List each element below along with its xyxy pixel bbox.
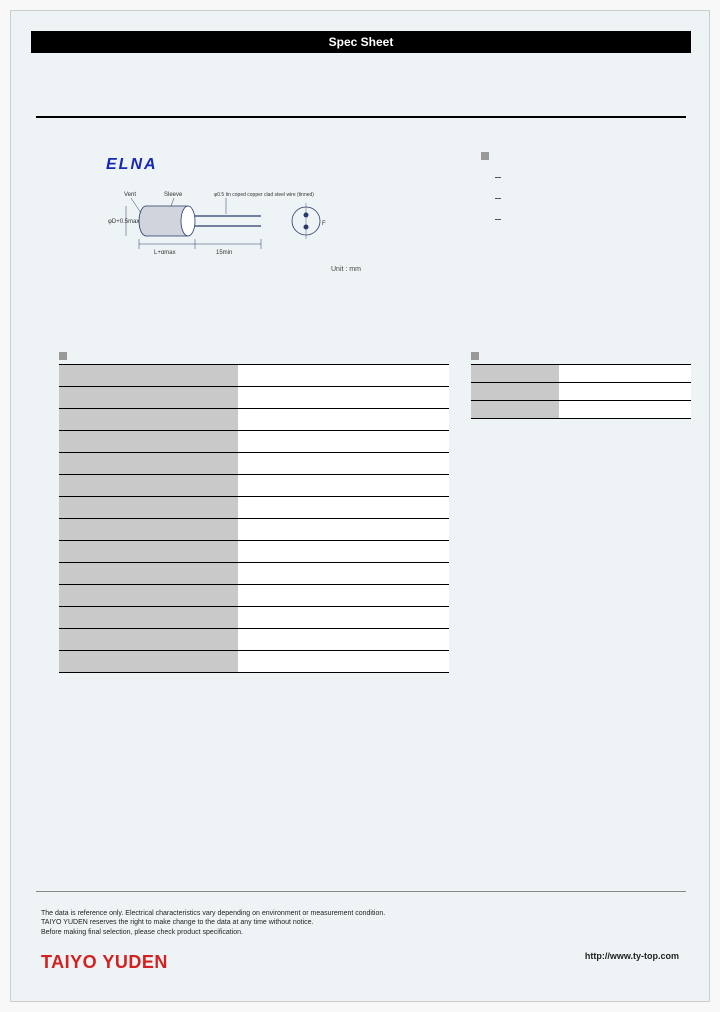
table-row <box>59 651 449 673</box>
dash-icon <box>495 198 501 199</box>
company-logo: TAIYO YUDEN <box>41 952 168 973</box>
square-bullet-icon <box>471 352 479 360</box>
disclaimer: The data is reference only. Electrical c… <box>41 909 681 937</box>
table-row <box>59 497 449 519</box>
dimensions-section <box>471 351 691 419</box>
table-row <box>471 383 691 401</box>
dim-header <box>471 351 691 360</box>
table-row <box>59 365 449 387</box>
page-title: Spec Sheet <box>329 35 394 49</box>
features-block <box>481 151 681 223</box>
brand-logo: ELNA <box>106 156 158 174</box>
table-row <box>59 629 449 651</box>
table-row <box>59 431 449 453</box>
square-bullet-icon <box>59 352 67 360</box>
component-diagram: Vent Sleeve φ0.5 tin coped copper clad s… <box>86 181 366 276</box>
rule-bottom <box>36 891 686 892</box>
table-row <box>59 585 449 607</box>
disclaimer-line: The data is reference only. Electrical c… <box>41 909 681 918</box>
table-row <box>59 453 449 475</box>
disclaimer-line: TAIYO YUDEN reserves the right to make c… <box>41 918 681 927</box>
svg-text:Sleeve: Sleeve <box>164 192 183 198</box>
table-row <box>59 475 449 497</box>
table-row <box>59 387 449 409</box>
svg-text:Vent: Vent <box>124 192 136 198</box>
spec-header <box>59 351 449 360</box>
dim-table <box>471 364 691 419</box>
footer-url: http://www.ty-top.com <box>585 951 679 961</box>
feature-item <box>495 216 681 223</box>
feature-item <box>495 174 681 181</box>
disclaimer-line: Before making final selection, please ch… <box>41 928 681 937</box>
svg-text:F: F <box>322 221 326 227</box>
spec-table <box>59 364 449 673</box>
svg-text:L+αmax: L+αmax <box>154 250 176 256</box>
feature-item <box>495 195 681 202</box>
table-row <box>59 607 449 629</box>
svg-text:15min: 15min <box>216 250 232 256</box>
title-bar: Spec Sheet <box>31 31 691 53</box>
square-bullet-icon <box>481 152 489 160</box>
svg-text:φD+0.5max: φD+0.5max <box>108 219 139 225</box>
table-row <box>59 519 449 541</box>
rule-top <box>36 116 686 118</box>
table-row <box>471 401 691 419</box>
dash-icon <box>495 219 501 220</box>
table-row <box>59 541 449 563</box>
dash-icon <box>495 177 501 178</box>
features-header <box>481 151 681 160</box>
table-row <box>59 409 449 431</box>
specifications-section <box>59 351 449 673</box>
page: Spec Sheet ELNA Vent Sleeve φ0.5 tin cop… <box>10 10 710 1002</box>
table-row <box>59 563 449 585</box>
svg-text:φ0.5 tin coped copper clad ste: φ0.5 tin coped copper clad steel wire (t… <box>214 192 314 198</box>
diagram-unit-label: Unit : mm <box>331 266 361 273</box>
table-row <box>471 365 691 383</box>
